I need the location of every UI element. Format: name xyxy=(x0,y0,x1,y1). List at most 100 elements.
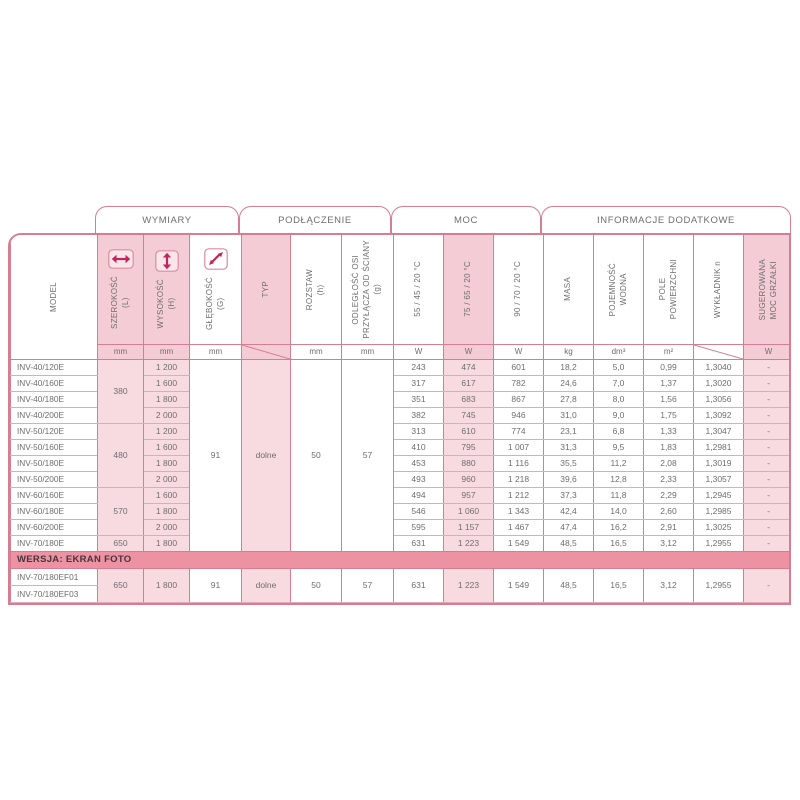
water-capacity-cell: 6,8 xyxy=(593,422,644,440)
table-row: INV-50/180E 1 800 453 880 1 116 35,5 11,2 2,08 1… xyxy=(10,454,789,472)
section-banner-row: WERSJA: EKRAN FOTO xyxy=(10,550,789,569)
power-55-cell: 631 xyxy=(393,534,444,552)
group-tab-power: MOC xyxy=(391,206,541,233)
model-cell: INV-60/180E xyxy=(10,502,98,520)
column-label-height: WYSOKOŚĆ (H) xyxy=(155,279,176,329)
power-75-cell: 683 xyxy=(443,390,494,408)
column-header-heater-power: SUGEROWANA MOC GRZAŁKI xyxy=(743,235,789,345)
column-label-axis-distance: ODLEGŁOŚĆ OSI PRZYŁĄCZA OD ŚCIANY (g) xyxy=(351,240,382,339)
power-90-cell: 867 xyxy=(493,390,544,408)
heater-power-cell: - xyxy=(743,518,789,536)
power-90-cell: 1 549 xyxy=(493,534,544,552)
power-90-cell: 1 343 xyxy=(493,502,544,520)
type-cell: dolne xyxy=(241,567,291,603)
mass-cell: 35,5 xyxy=(543,454,594,472)
distance-cell: 57 xyxy=(341,358,394,552)
table-row: INV-60/180E 1 800 546 1 060 1 343 42,4 14,0 2,6… xyxy=(10,502,789,520)
column-header-exponent: WYKŁADNIK n xyxy=(693,235,744,345)
exponent-cell: 1,3057 xyxy=(693,470,744,488)
column-header-content-surface-area: POLE POWIERZCHNI xyxy=(645,235,693,343)
unit-cell-power-75: W xyxy=(443,343,494,360)
table-row-ef: INV-70/180EF01 650 1 800 91 dolne 50 57 631 1 22… xyxy=(10,567,789,603)
model-cell: INV-40/200E xyxy=(10,406,98,424)
model-cell: INV-40/120E xyxy=(10,358,98,376)
surface-area-cell: 3,12 xyxy=(643,534,694,552)
unit-cell-power-55: W xyxy=(393,343,444,360)
mass-cell: 42,4 xyxy=(543,502,594,520)
height-cell: 1 800 xyxy=(143,534,190,552)
power-55-cell: 351 xyxy=(393,390,444,408)
power-90-cell: 1 549 xyxy=(493,567,544,603)
table-row: INV-50/160E 1 600 410 795 1 007 31,3 9,5 1,83 1,… xyxy=(10,438,789,456)
power-75-cell: 795 xyxy=(443,438,494,456)
table-row-ef: INV-70/180EF03 xyxy=(10,584,790,603)
model-cell: INV-50/180E xyxy=(10,454,98,472)
column-header-content-height: WYSOKOŚĆ (H) xyxy=(145,235,189,343)
height-cell: 2 000 xyxy=(143,470,190,488)
column-label-power-90: 90 / 70 / 20 °C xyxy=(513,261,523,318)
surface-area-cell: 1,33 xyxy=(643,422,694,440)
unit-cell-height: mm xyxy=(143,343,190,360)
heater-power-cell: - xyxy=(743,422,789,440)
unit-cell-type xyxy=(241,343,291,360)
exponent-cell: 1,3056 xyxy=(693,390,744,408)
exponent-cell: 1,3047 xyxy=(693,422,744,440)
spacing-cell: 50 xyxy=(290,358,342,552)
unit-cell-heater-power: W xyxy=(743,343,789,360)
power-55-cell: 493 xyxy=(393,470,444,488)
group-tab-dimensions: WYMIARY xyxy=(95,206,239,233)
heater-power-cell: - xyxy=(743,502,789,520)
surface-area-cell: 1,37 xyxy=(643,374,694,392)
power-55-cell: 317 xyxy=(393,374,444,392)
power-90-cell: 1 218 xyxy=(493,470,544,488)
power-75-cell: 957 xyxy=(443,486,494,504)
horizontal-arrow-icon xyxy=(107,249,134,270)
width-cell: 650 xyxy=(97,534,144,552)
model-cell: INV-70/180EF01 xyxy=(10,567,98,586)
group-tab-connection: PODŁĄCZENIE xyxy=(239,206,391,233)
power-75-cell: 960 xyxy=(443,470,494,488)
unit-cell-spacing: mm xyxy=(290,343,342,360)
power-75-cell: 474 xyxy=(443,358,494,376)
mass-cell: 48,5 xyxy=(543,534,594,552)
width-cell: 380 xyxy=(97,358,144,424)
surface-area-cell: 1,56 xyxy=(643,390,694,408)
model-cell: INV-60/200E xyxy=(10,518,98,536)
water-capacity-cell: 5,0 xyxy=(593,358,644,376)
power-55-cell: 631 xyxy=(393,567,444,603)
spacing-cell: 50 xyxy=(290,567,342,603)
heater-power-cell: - xyxy=(743,406,789,424)
exponent-cell: 1,3025 xyxy=(693,518,744,536)
heater-power-cell: - xyxy=(743,470,789,488)
column-header-spacing: ROZSTAW (h) xyxy=(290,235,342,345)
power-90-cell: 1 467 xyxy=(493,518,544,536)
column-label-model: MODEL xyxy=(48,281,58,312)
surface-area-cell: 2,29 xyxy=(643,486,694,504)
column-header-content-axis-distance: ODLEGŁOŚĆ OSI PRZYŁĄCZA OD ŚCIANY (g) xyxy=(343,235,393,343)
column-label-heater-power: SUGEROWANA MOC GRZAŁKI xyxy=(757,258,778,320)
mass-cell: 31,0 xyxy=(543,406,594,424)
exponent-cell: 1,3092 xyxy=(693,406,744,424)
exponent-cell: 1,3019 xyxy=(693,454,744,472)
power-90-cell: 1 116 xyxy=(493,454,544,472)
power-90-cell: 782 xyxy=(493,374,544,392)
water-capacity-cell: 16,5 xyxy=(593,534,644,552)
column-header-height: WYSOKOŚĆ (H) xyxy=(143,235,190,345)
column-header-content-power-90: 90 / 70 / 20 °C xyxy=(495,235,543,343)
power-55-cell: 453 xyxy=(393,454,444,472)
unit-cell-depth: mm xyxy=(189,343,242,360)
diagonal-arrow-icon xyxy=(203,248,228,271)
depth-cell: 91 xyxy=(189,567,242,603)
mass-cell: 27,8 xyxy=(543,390,594,408)
power-75-cell: 1 060 xyxy=(443,502,494,520)
mass-cell: 37,3 xyxy=(543,486,594,504)
unit-cell-exponent xyxy=(693,343,744,360)
power-55-cell: 382 xyxy=(393,406,444,424)
column-header-content-exponent: WYKŁADNIK n xyxy=(695,235,743,343)
water-capacity-cell: 8,0 xyxy=(593,390,644,408)
table-row: INV-60/200E 2 000 595 1 157 1 467 47,4 16,2 2,9… xyxy=(10,518,789,536)
power-75-cell: 1 223 xyxy=(443,567,494,603)
height-cell: 1 200 xyxy=(143,358,190,376)
width-cell: 480 xyxy=(97,422,144,488)
